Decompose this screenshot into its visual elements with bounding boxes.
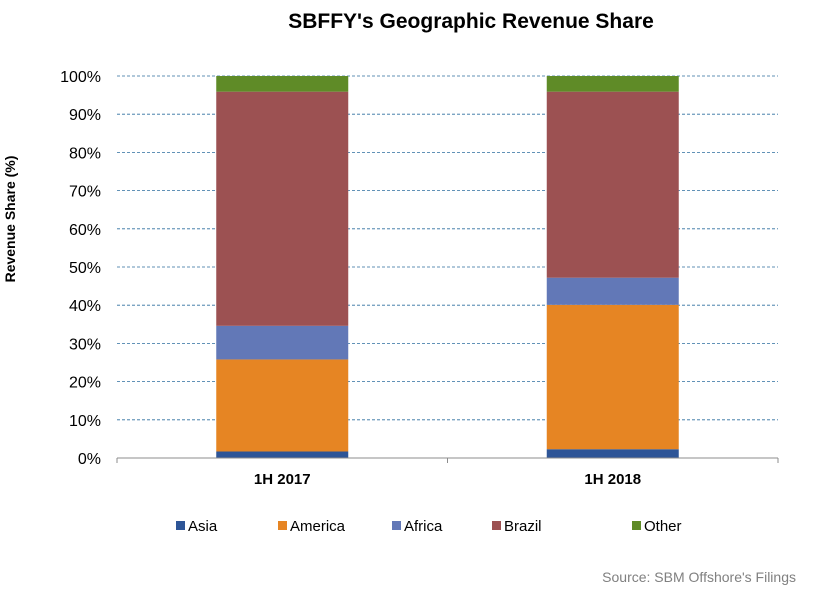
legend: Asia America Africa Brazil Other: [176, 518, 682, 535]
legend-swatch-africa: [392, 521, 401, 530]
bars: [216, 76, 679, 458]
source-note: Source: SBM Offshore's Filings: [602, 569, 796, 585]
x-axis-category-labels: 1H 2017 1H 2018: [254, 471, 641, 488]
y-tick-label: 20%: [69, 375, 101, 392]
y-tick-label: 40%: [69, 298, 101, 315]
legend-label-america: America: [290, 518, 346, 535]
legend-label-africa: Africa: [404, 518, 443, 535]
legend-label-asia: Asia: [188, 518, 218, 535]
x-axis-tick-marks: [116, 458, 779, 463]
x-category-label: 1H 2017: [254, 471, 311, 488]
legend-swatch-asia: [176, 521, 185, 530]
legend-swatch-brazil: [492, 521, 501, 530]
legend-swatch-america: [278, 521, 287, 530]
y-tick-label: 90%: [69, 107, 101, 124]
bar-segment-asia: [546, 449, 679, 458]
y-tick-label: 50%: [69, 260, 101, 277]
y-tick-label: 10%: [69, 413, 101, 430]
chart-title: SBFFY's Geographic Revenue Share: [288, 10, 654, 33]
y-tick-label: 60%: [69, 222, 101, 239]
bar-segment-other: [216, 76, 349, 92]
x-category-label: 1H 2018: [584, 471, 641, 488]
y-tick-label: 0%: [78, 451, 101, 468]
legend-label-other: Other: [644, 518, 682, 535]
y-tick-label: 80%: [69, 145, 101, 162]
bar-segment-other: [546, 76, 679, 92]
bar-segment-brazil: [546, 91, 679, 278]
legend-swatch-other: [632, 521, 641, 530]
y-tick-label: 100%: [60, 69, 101, 86]
bar-segment-africa: [216, 325, 349, 360]
bar-segment-africa: [546, 277, 679, 305]
y-axis-tick-labels: 0% 10% 20% 30% 40% 50% 60% 70% 80% 90% 100%: [60, 69, 101, 468]
bar-segment-brazil: [216, 91, 349, 326]
bar-segment-america: [216, 359, 349, 452]
y-axis-label: Revenue Share (%): [2, 156, 18, 283]
legend-label-brazil: Brazil: [504, 518, 542, 535]
bar-segment-asia: [216, 451, 349, 458]
bar-segment-america: [546, 304, 679, 450]
y-tick-label: 70%: [69, 184, 101, 201]
gridlines: [117, 75, 778, 421]
y-tick-label: 30%: [69, 336, 101, 353]
